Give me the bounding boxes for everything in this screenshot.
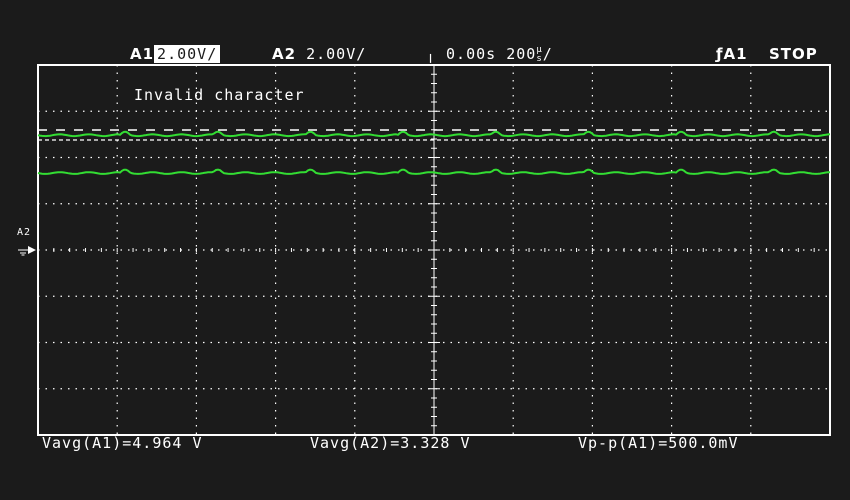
run-state: STOP (769, 45, 818, 63)
reference-lines (38, 129, 830, 141)
ch2-ground-marker (18, 246, 36, 256)
graticule-center-axes (37, 64, 830, 436)
measurement-vavg-a1: Vavg(A1)=4.964 V (42, 434, 203, 452)
run-state-indicator[interactable]: STOP (769, 44, 818, 64)
ch1-scale-indicator[interactable]: A1 2.00V/ (130, 44, 221, 64)
timebase-indicator[interactable]: ╷ 0.00s 200μ s/ (426, 44, 553, 64)
trigger-indicator[interactable]: ƒA1 (716, 44, 748, 64)
waveform-traces (37, 130, 831, 175)
ch2-marker-label: A2 (17, 227, 32, 238)
graticule-grid (38, 65, 830, 435)
trigger-position-icon: ╷ (426, 45, 437, 63)
measurement-vpp-a1: Vp-p(A1)=500.0mV (578, 434, 739, 452)
trigger-source: A1 (723, 45, 748, 63)
error-message: Invalid character (134, 86, 305, 104)
ch1-trace (37, 130, 831, 138)
ch2-label: A2 (272, 45, 297, 63)
timebase-value: 0.00s 200 (446, 45, 537, 63)
ch2-scale: 2.00V/ (306, 45, 367, 63)
measurement-vavg-a2: Vavg(A2)=3.328 V (310, 434, 471, 452)
ch1-scale: 2.00V/ (154, 45, 221, 63)
ch2-scale-indicator[interactable]: A2 2.00V/ (272, 44, 366, 64)
trigger-slope-icon: ƒ (716, 45, 724, 63)
timebase-suffix: / (542, 45, 553, 63)
ch1-label: A1 (130, 45, 155, 63)
ch2-trace (37, 168, 831, 175)
ch2-ground-arrow-icon (28, 246, 36, 254)
